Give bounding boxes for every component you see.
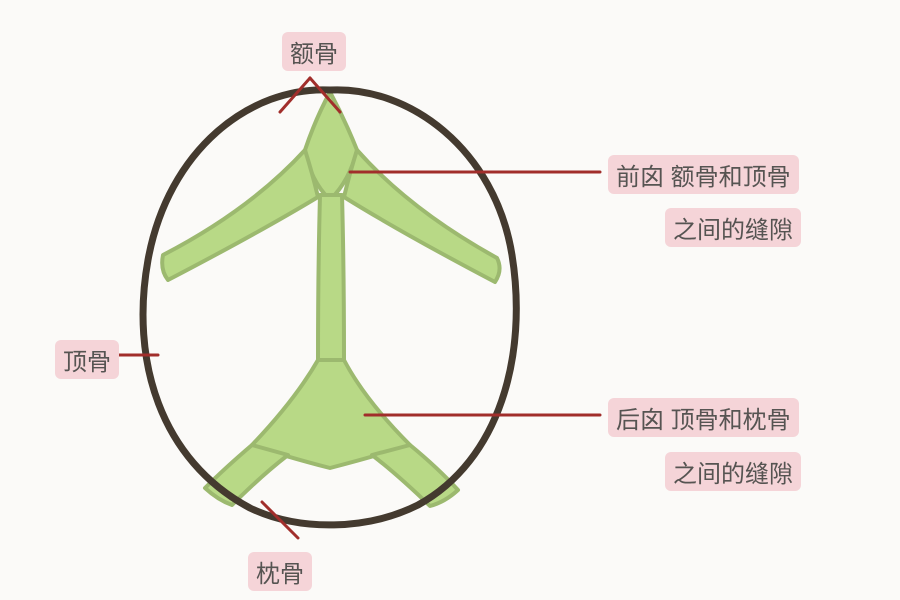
- lambdoid-suture-left: [205, 445, 288, 505]
- label-frontal-bone: 额骨: [282, 32, 346, 71]
- label-occipital-bone: 枕骨: [248, 552, 312, 591]
- leader-lines: [118, 78, 600, 538]
- label-anterior-fontanelle-line1: 前囟 额骨和顶骨: [608, 155, 799, 194]
- lambdoid-suture-right: [372, 445, 458, 506]
- label-posterior-fontanelle-line2: 之间的缝隙: [665, 452, 801, 491]
- label-parietal-bone: 顶骨: [55, 340, 119, 379]
- skull-diagram: [0, 0, 900, 600]
- label-anterior-fontanelle-line2: 之间的缝隙: [665, 208, 801, 247]
- sutures-fill: [162, 92, 499, 506]
- sagittal-suture: [318, 195, 344, 360]
- label-posterior-fontanelle-line1: 后囟 顶骨和枕骨: [608, 398, 799, 437]
